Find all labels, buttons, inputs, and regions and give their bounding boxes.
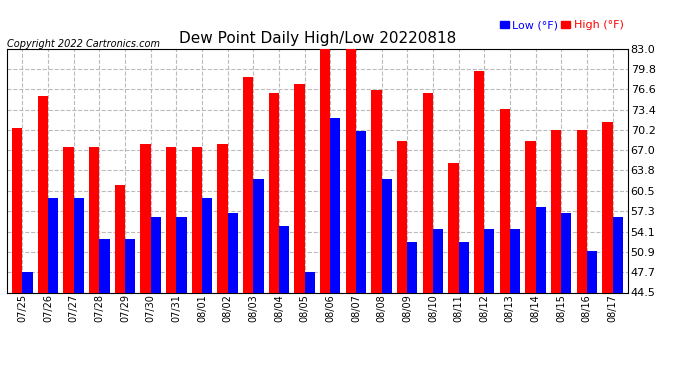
Bar — [561, 213, 571, 292]
Bar — [320, 49, 331, 292]
Bar — [202, 198, 213, 292]
Bar — [433, 229, 443, 292]
Bar — [474, 71, 484, 292]
Bar — [115, 185, 125, 292]
Bar — [577, 130, 586, 292]
Bar — [382, 178, 392, 292]
Bar — [176, 216, 186, 292]
Bar — [89, 147, 99, 292]
Bar — [99, 238, 110, 292]
Bar — [166, 147, 176, 292]
Bar — [125, 238, 135, 292]
Bar — [150, 216, 161, 292]
Bar — [407, 242, 417, 292]
Bar — [586, 251, 597, 292]
Bar — [510, 229, 520, 292]
Bar — [295, 84, 304, 292]
Bar — [228, 213, 238, 292]
Bar — [48, 198, 58, 292]
Bar — [279, 226, 289, 292]
Bar — [217, 144, 228, 292]
Bar — [304, 272, 315, 292]
Text: Copyright 2022 Cartronics.com: Copyright 2022 Cartronics.com — [7, 39, 160, 49]
Bar — [192, 147, 202, 292]
Bar — [243, 77, 253, 292]
Bar — [500, 109, 510, 292]
Bar — [12, 128, 22, 292]
Bar — [448, 163, 459, 292]
Bar — [356, 131, 366, 292]
Bar — [74, 198, 84, 292]
Title: Dew Point Daily High/Low 20220818: Dew Point Daily High/Low 20220818 — [179, 31, 456, 46]
Bar — [422, 93, 433, 292]
Bar — [459, 242, 469, 292]
Bar — [371, 90, 382, 292]
Bar — [22, 272, 32, 292]
Bar — [535, 207, 546, 292]
Bar — [602, 122, 613, 292]
Bar — [525, 141, 535, 292]
Bar — [484, 229, 495, 292]
Bar — [397, 141, 407, 292]
Bar — [38, 96, 48, 292]
Bar — [613, 216, 623, 292]
Bar — [63, 147, 74, 292]
Legend: Low (°F), High (°F): Low (°F), High (°F) — [495, 16, 628, 35]
Bar — [551, 130, 561, 292]
Bar — [346, 49, 356, 292]
Bar — [253, 178, 264, 292]
Bar — [140, 144, 150, 292]
Bar — [331, 118, 340, 292]
Bar — [268, 93, 279, 292]
